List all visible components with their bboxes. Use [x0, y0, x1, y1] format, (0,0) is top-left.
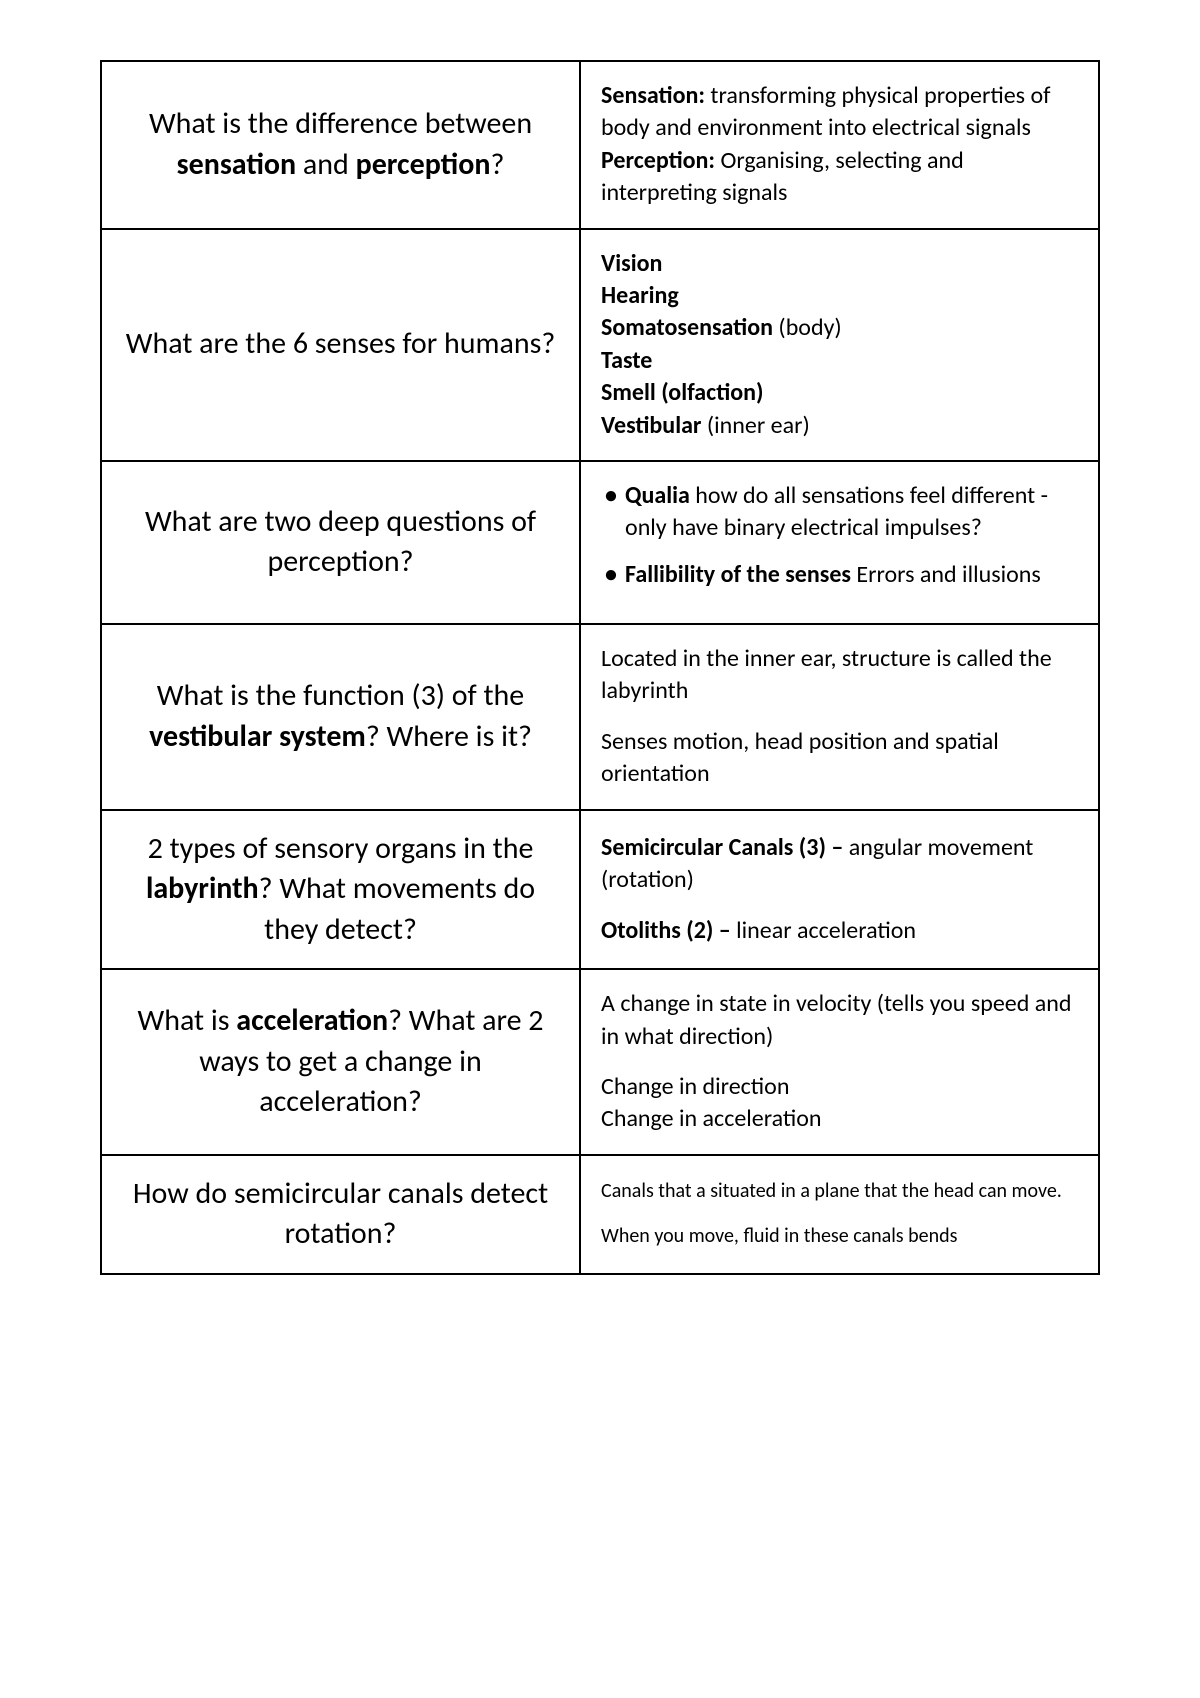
answer-paragraph: When you move, fluid in these canals ben…: [601, 1223, 1078, 1250]
text: ? What movements do they detect?: [259, 870, 535, 948]
text: Canals that a situated in a plane that t…: [601, 1179, 1062, 1203]
text: Change in direction: [601, 1072, 789, 1101]
table-row: How do semicircular canals detect rotati…: [101, 1155, 1099, 1274]
question-cell: What is acceleration? What are 2 ways to…: [101, 969, 580, 1155]
text: 2 types of sensory organs in the: [148, 830, 534, 867]
text: (body): [773, 313, 842, 342]
bold-text: Perception:: [601, 146, 715, 175]
answer-cell: Vision Hearing Somatosensation (body) Taste…: [580, 229, 1099, 461]
answer-paragraph: Canals that a situated in a plane that t…: [601, 1178, 1078, 1205]
text: Errors and illusions: [851, 560, 1041, 589]
bold-text: Vestibular: [601, 411, 701, 440]
text: Located in the inner ear, structure is c…: [601, 644, 1052, 705]
table-row: What is acceleration? What are 2 ways to…: [101, 969, 1099, 1155]
text: What are two deep questions of perceptio…: [145, 503, 536, 581]
question-cell: What are the 6 senses for humans?: [101, 229, 580, 461]
bold-text: Fallibility of the senses: [625, 560, 851, 589]
answer-cell: Sensation: transforming physical propert…: [580, 61, 1099, 229]
bold-text: vestibular system: [149, 718, 366, 755]
text: A change in state in velocity (tells you…: [601, 989, 1071, 1050]
bold-text: Hearing: [601, 281, 679, 310]
text: How do semicircular canals detect rotati…: [133, 1175, 548, 1253]
text: When you move, fluid in these canals ben…: [601, 1224, 957, 1248]
text: What is the function (3) of the: [157, 677, 524, 714]
answer-paragraph: Located in the inner ear, structure is c…: [601, 643, 1078, 708]
bold-text: acceleration: [236, 1002, 388, 1039]
answer-paragraph: Change in direction Change in acceleratio…: [601, 1071, 1078, 1136]
bold-text: Semicircular Canals (3) –: [601, 833, 843, 862]
text: ? Where is it?: [366, 718, 532, 755]
table-row: 2 types of sensory organs in the labyrin…: [101, 810, 1099, 970]
question-cell: What is the function (3) of the vestibul…: [101, 624, 580, 810]
text: and: [296, 146, 355, 183]
bold-text: Smell (olfaction): [601, 378, 763, 407]
question-cell: What are two deep questions of perceptio…: [101, 461, 580, 624]
answer-paragraph: Otoliths (2) – linear acceleration: [601, 915, 1078, 947]
study-flashcard-table: What is the difference between sensation…: [100, 60, 1100, 1275]
table-row: What are the 6 senses for humans? Vision H…: [101, 229, 1099, 461]
text: (inner ear): [701, 411, 809, 440]
table-row: What are two deep questions of perceptio…: [101, 461, 1099, 624]
list-item: Qualia how do all sensations feel differ…: [601, 480, 1078, 545]
table-body: What is the difference between sensation…: [101, 61, 1099, 1274]
text: What is: [138, 1002, 237, 1039]
answer-cell: Located in the inner ear, structure is c…: [580, 624, 1099, 810]
table-row: What is the function (3) of the vestibul…: [101, 624, 1099, 810]
answer-cell: A change in state in velocity (tells you…: [580, 969, 1099, 1155]
bold-text: Otoliths (2) –: [601, 916, 731, 945]
bold-text: labyrinth: [146, 870, 259, 907]
bold-text: Sensation:: [601, 81, 705, 110]
text: What are the 6 senses for humans?: [126, 325, 555, 362]
answer-cell: Canals that a situated in a plane that t…: [580, 1155, 1099, 1274]
question-cell: How do semicircular canals detect rotati…: [101, 1155, 580, 1274]
question-cell: What is the difference between sensation…: [101, 61, 580, 229]
bold-text: sensation: [177, 146, 296, 183]
list-item: Fallibility of the senses Errors and ill…: [601, 559, 1078, 591]
answer-paragraph: Semicircular Canals (3) – angular moveme…: [601, 832, 1078, 897]
text: Senses motion, head position and spatial…: [601, 727, 999, 788]
bold-text: Taste: [601, 346, 652, 375]
bold-text: Vision: [601, 249, 662, 278]
text: linear acceleration: [731, 916, 916, 945]
bullet-list: Qualia how do all sensations feel differ…: [601, 480, 1078, 591]
answer-cell: Qualia how do all sensations feel differ…: [580, 461, 1099, 624]
bold-text: perception: [356, 146, 491, 183]
bold-text: Qualia: [625, 481, 690, 510]
text: ?: [490, 146, 504, 183]
text: What is the difference between: [149, 105, 532, 142]
text: Change in acceleration: [601, 1104, 822, 1133]
answer-paragraph: Senses motion, head position and spatial…: [601, 726, 1078, 791]
bold-text: Somatosensation: [601, 313, 773, 342]
question-cell: 2 types of sensory organs in the labyrin…: [101, 810, 580, 970]
table-row: What is the difference between sensation…: [101, 61, 1099, 229]
answer-cell: Semicircular Canals (3) – angular moveme…: [580, 810, 1099, 970]
answer-paragraph: A change in state in velocity (tells you…: [601, 988, 1078, 1053]
